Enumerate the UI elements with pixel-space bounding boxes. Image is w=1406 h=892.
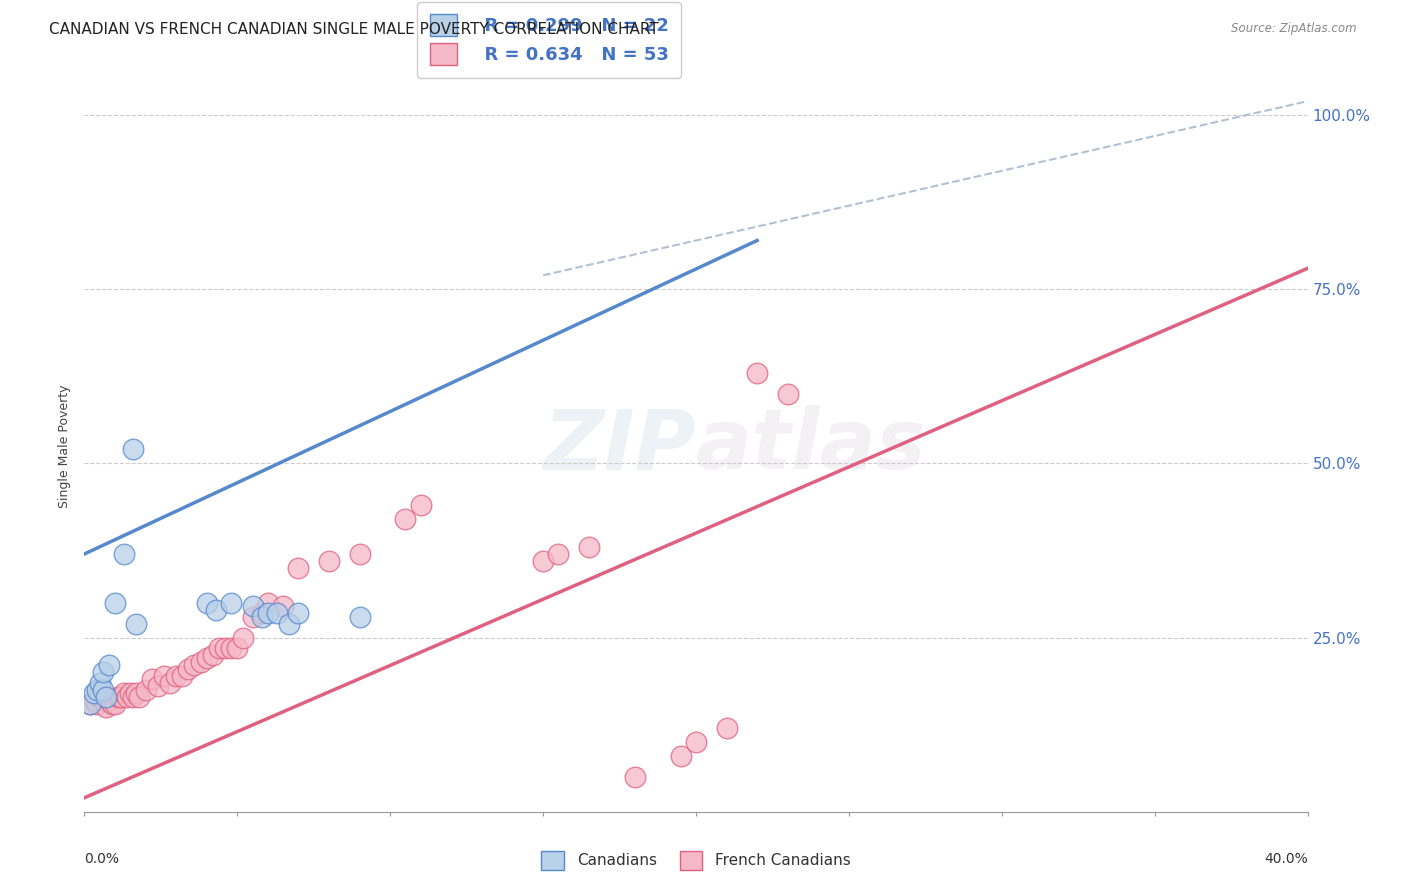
Point bbox=[349, 609, 371, 624]
Point bbox=[190, 655, 212, 669]
Point bbox=[165, 669, 187, 683]
Text: 40.0%: 40.0% bbox=[1264, 852, 1308, 866]
Point bbox=[250, 609, 273, 624]
Point bbox=[266, 606, 288, 620]
Point bbox=[89, 682, 111, 697]
Point bbox=[122, 690, 145, 704]
Point bbox=[716, 721, 738, 735]
Point bbox=[205, 603, 228, 617]
Point bbox=[79, 697, 101, 711]
Point bbox=[115, 690, 138, 704]
Point bbox=[747, 366, 769, 380]
Point bbox=[271, 599, 294, 614]
Point bbox=[110, 690, 132, 704]
Point bbox=[547, 547, 569, 561]
Point bbox=[91, 682, 114, 697]
Point bbox=[208, 640, 231, 655]
Point bbox=[287, 561, 309, 575]
Point bbox=[624, 770, 647, 784]
Point bbox=[409, 498, 432, 512]
Point bbox=[349, 547, 371, 561]
Point bbox=[122, 442, 145, 457]
Point bbox=[141, 673, 163, 687]
Point bbox=[685, 735, 707, 749]
Point bbox=[183, 658, 205, 673]
Point bbox=[91, 693, 114, 707]
Point bbox=[776, 386, 799, 401]
Point bbox=[287, 606, 309, 620]
Text: CANADIAN VS FRENCH CANADIAN SINGLE MALE POVERTY CORRELATION CHART: CANADIAN VS FRENCH CANADIAN SINGLE MALE … bbox=[49, 22, 659, 37]
Point bbox=[578, 540, 600, 554]
Text: atlas: atlas bbox=[696, 406, 927, 486]
Point bbox=[232, 631, 254, 645]
Point bbox=[226, 640, 249, 655]
Point bbox=[242, 599, 264, 614]
Legend: Canadians, French Canadians: Canadians, French Canadians bbox=[534, 843, 858, 877]
Point bbox=[669, 749, 692, 764]
Point bbox=[83, 686, 105, 700]
Point bbox=[101, 697, 124, 711]
Point bbox=[86, 682, 108, 697]
Point bbox=[83, 693, 105, 707]
Point bbox=[531, 554, 554, 568]
Point bbox=[97, 658, 120, 673]
Point bbox=[242, 609, 264, 624]
Point bbox=[219, 640, 242, 655]
Text: ZIP: ZIP bbox=[543, 406, 696, 486]
Point bbox=[79, 697, 101, 711]
Point bbox=[112, 547, 135, 561]
Point bbox=[146, 679, 169, 693]
Point bbox=[125, 616, 148, 631]
Point bbox=[177, 662, 200, 676]
Y-axis label: Single Male Poverty: Single Male Poverty bbox=[58, 384, 72, 508]
Point bbox=[257, 606, 280, 620]
Point bbox=[86, 697, 108, 711]
Point bbox=[112, 686, 135, 700]
Point bbox=[257, 596, 280, 610]
Point bbox=[104, 596, 127, 610]
Point bbox=[91, 665, 114, 680]
Point bbox=[153, 669, 176, 683]
Text: Source: ZipAtlas.com: Source: ZipAtlas.com bbox=[1232, 22, 1357, 36]
Point bbox=[318, 554, 340, 568]
Point bbox=[201, 648, 224, 662]
Point bbox=[278, 616, 301, 631]
Point bbox=[195, 596, 218, 610]
Point bbox=[94, 700, 117, 714]
Point bbox=[104, 697, 127, 711]
Point bbox=[97, 693, 120, 707]
Point bbox=[107, 690, 129, 704]
Point bbox=[159, 676, 181, 690]
Point bbox=[394, 512, 416, 526]
Point bbox=[120, 686, 142, 700]
Point bbox=[214, 640, 236, 655]
Point bbox=[219, 596, 242, 610]
Point bbox=[125, 686, 148, 700]
Point bbox=[172, 669, 194, 683]
Point bbox=[94, 690, 117, 704]
Text: 0.0%: 0.0% bbox=[84, 852, 120, 866]
Point bbox=[128, 690, 150, 704]
Point bbox=[89, 690, 111, 704]
Point bbox=[195, 651, 218, 665]
Point bbox=[89, 676, 111, 690]
Point bbox=[250, 606, 273, 620]
Point bbox=[135, 682, 157, 697]
